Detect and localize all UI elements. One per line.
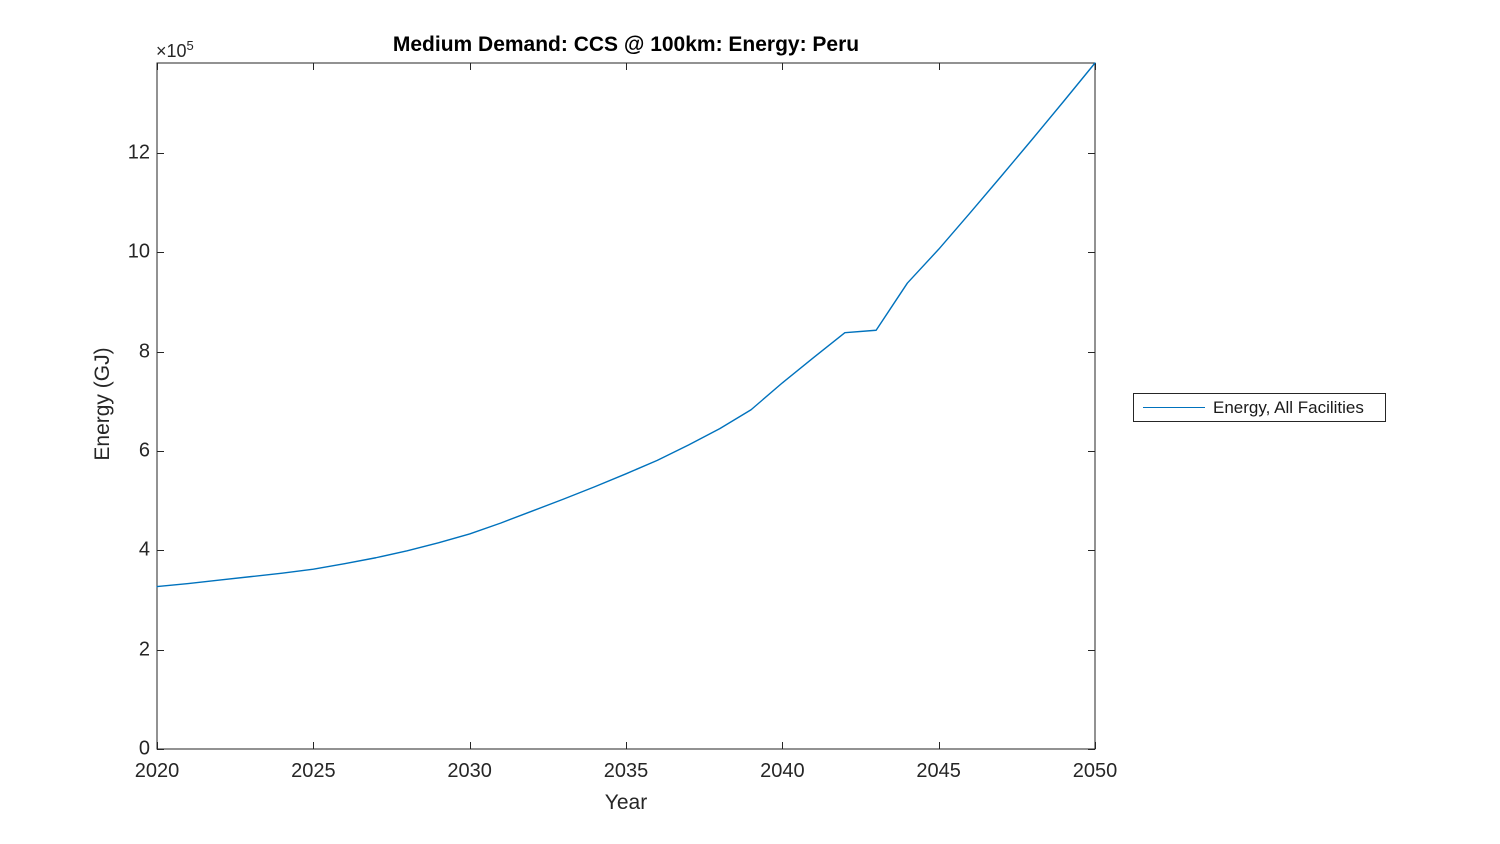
- x-tick-label: 2045: [916, 760, 961, 782]
- x-tick-label: 2035: [603, 760, 649, 782]
- chart-title: Medium Demand: CCS @ 100km: Energy: Peru: [392, 33, 860, 56]
- legend-label: Energy, All Facilities: [1213, 397, 1364, 417]
- y-axis-multiplier-base: ×10: [156, 41, 187, 61]
- axes-box: [156, 62, 1096, 750]
- y-tick-label: 2: [138, 638, 150, 661]
- x-tick-label: 2025: [291, 760, 336, 782]
- y-tick-label: 8: [138, 340, 150, 363]
- x-tick-label: 2020: [134, 760, 180, 782]
- y-tick-label: 0: [138, 737, 150, 760]
- series-line[interactable]: [156, 62, 1096, 588]
- y-tick-label: 10: [127, 240, 150, 263]
- legend-line-sample: [1143, 407, 1205, 408]
- x-tick-label: 2030: [447, 760, 492, 782]
- x-tick-label: 2040: [760, 760, 805, 782]
- y-axis-multiplier-exponent: 5: [186, 38, 194, 53]
- y-tick-label: 6: [138, 439, 150, 462]
- y-axis-multiplier: ×105: [156, 38, 194, 62]
- y-tick-label: 4: [138, 538, 150, 561]
- y-tick-label: 12: [127, 141, 150, 164]
- x-axis-label: Year: [604, 791, 648, 814]
- legend[interactable]: Energy, All Facilities: [1133, 393, 1386, 422]
- x-tick-label: 2050: [1072, 760, 1118, 782]
